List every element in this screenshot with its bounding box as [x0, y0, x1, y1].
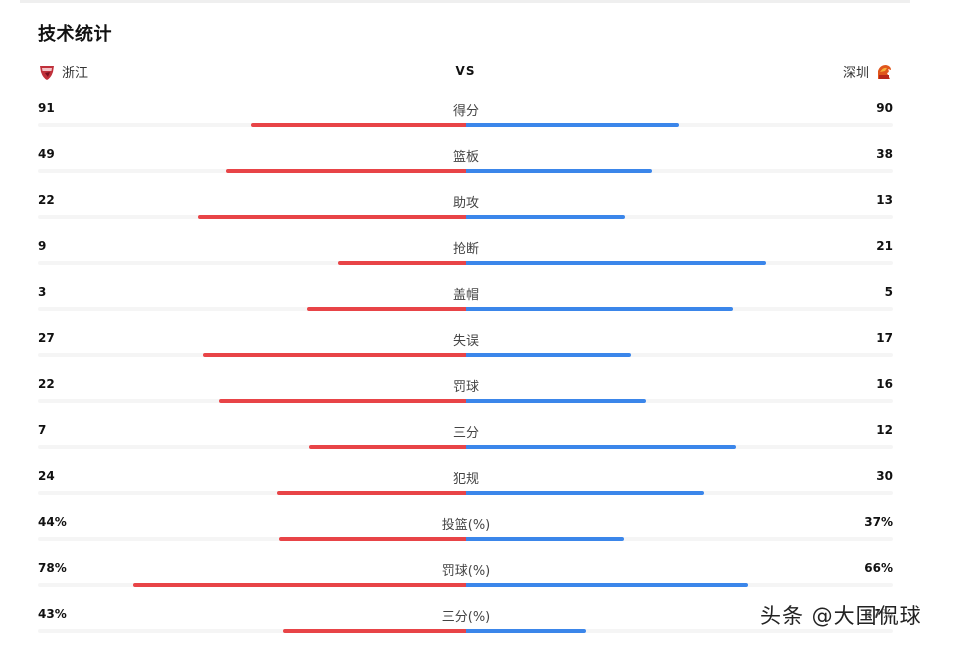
home-stat-value: 22	[38, 377, 55, 391]
home-stat-value: 27	[38, 331, 55, 345]
away-stat-bar	[466, 399, 646, 403]
stat-row: 43% 三分(%) 37%	[38, 603, 893, 649]
away-stat-bar	[466, 445, 736, 449]
away-stat-bar	[466, 629, 586, 633]
stat-row: 44% 投篮(%) 37%	[38, 511, 893, 557]
stat-row: 7 三分 12	[38, 419, 893, 465]
stat-label: 罚球	[452, 380, 480, 395]
away-stat-bar	[466, 123, 679, 127]
home-stat-bar	[279, 537, 466, 541]
home-stat-value: 22	[38, 193, 55, 207]
home-team-name: 浙江	[62, 66, 89, 81]
away-team: 深圳	[843, 62, 893, 81]
home-stat-value: 24	[38, 469, 55, 483]
away-stat-bar	[466, 537, 624, 541]
away-stat-value: 16	[876, 377, 893, 391]
stat-label: 罚球(%)	[441, 564, 491, 579]
stat-label: 投篮(%)	[441, 518, 491, 533]
top-divider	[20, 0, 910, 3]
home-stat-bar	[203, 353, 466, 357]
home-stat-value: 49	[38, 147, 55, 161]
home-team: 浙江	[38, 62, 88, 81]
away-stat-value: 66%	[864, 561, 893, 575]
stat-row: 24 犯规 30	[38, 465, 893, 511]
away-stat-value: 90	[876, 101, 893, 115]
home-stat-bar	[309, 445, 466, 449]
away-stat-value: 13	[876, 193, 893, 207]
stat-row: 27 失误 17	[38, 327, 893, 373]
stat-label: 三分	[452, 426, 480, 441]
away-stat-bar	[466, 583, 748, 587]
stats-list: 91 得分 90 49 篮板 38 22 助攻 13 9 抢断 21 3 盖帽 5 27 失误 17 22 罚球 16 7…	[38, 97, 893, 649]
stat-row: 91 得分 90	[38, 97, 893, 143]
home-stat-bar	[338, 261, 466, 265]
stat-row: 3 盖帽 5	[38, 281, 893, 327]
away-stat-value: 38	[876, 147, 893, 161]
away-stat-bar	[466, 215, 625, 219]
home-stat-bar	[219, 399, 466, 403]
home-stat-bar	[198, 215, 466, 219]
vs-label: VS	[455, 64, 476, 78]
stat-row: 22 助攻 13	[38, 189, 893, 235]
home-stat-bar	[307, 307, 466, 311]
stat-label: 抢断	[452, 242, 480, 257]
zhejiang-team-logo-icon	[40, 65, 54, 80]
home-stat-value: 9	[38, 239, 47, 253]
home-stat-bar	[283, 629, 466, 633]
stat-row: 22 罚球 16	[38, 373, 893, 419]
away-stat-bar	[466, 307, 733, 311]
away-team-name: 深圳	[842, 66, 869, 81]
watermark: 头条 @大国侃球	[760, 604, 922, 628]
home-stat-value: 78%	[38, 561, 67, 575]
away-stat-bar	[466, 261, 766, 265]
section-title: 技术统计	[38, 24, 112, 45]
away-stat-value: 30	[876, 469, 893, 483]
home-stat-value: 43%	[38, 607, 67, 621]
away-stat-bar	[466, 491, 704, 495]
home-stat-value: 7	[38, 423, 47, 437]
home-stat-bar	[133, 583, 466, 587]
stat-label: 犯规	[452, 472, 480, 487]
stat-label: 盖帽	[452, 288, 480, 303]
home-stat-bar	[277, 491, 466, 495]
away-stat-value: 21	[876, 239, 893, 253]
shenzhen-team-logo-icon	[878, 64, 891, 79]
stat-label: 助攻	[452, 196, 480, 211]
away-stat-value: 37%	[864, 515, 893, 529]
away-stat-value: 12	[876, 423, 893, 437]
home-stat-bar	[226, 169, 466, 173]
away-stat-value: 37%	[864, 607, 893, 621]
away-stat-value: 5	[884, 285, 893, 299]
away-stat-bar	[466, 169, 652, 173]
away-stat-value: 17	[876, 331, 893, 345]
stat-row: 78% 罚球(%) 66%	[38, 557, 893, 603]
home-stat-value: 91	[38, 101, 55, 115]
home-stat-bar	[251, 123, 466, 127]
stat-label: 三分(%)	[441, 610, 491, 625]
home-stat-value: 3	[38, 285, 47, 299]
stat-row: 49 篮板 38	[38, 143, 893, 189]
stat-row: 9 抢断 21	[38, 235, 893, 281]
teams-header: 浙江 VS 深圳	[38, 62, 893, 82]
away-stat-bar	[466, 353, 631, 357]
stat-label: 失误	[452, 334, 480, 349]
home-stat-value: 44%	[38, 515, 67, 529]
stat-label: 得分	[452, 104, 480, 119]
stat-label: 篮板	[452, 150, 480, 165]
